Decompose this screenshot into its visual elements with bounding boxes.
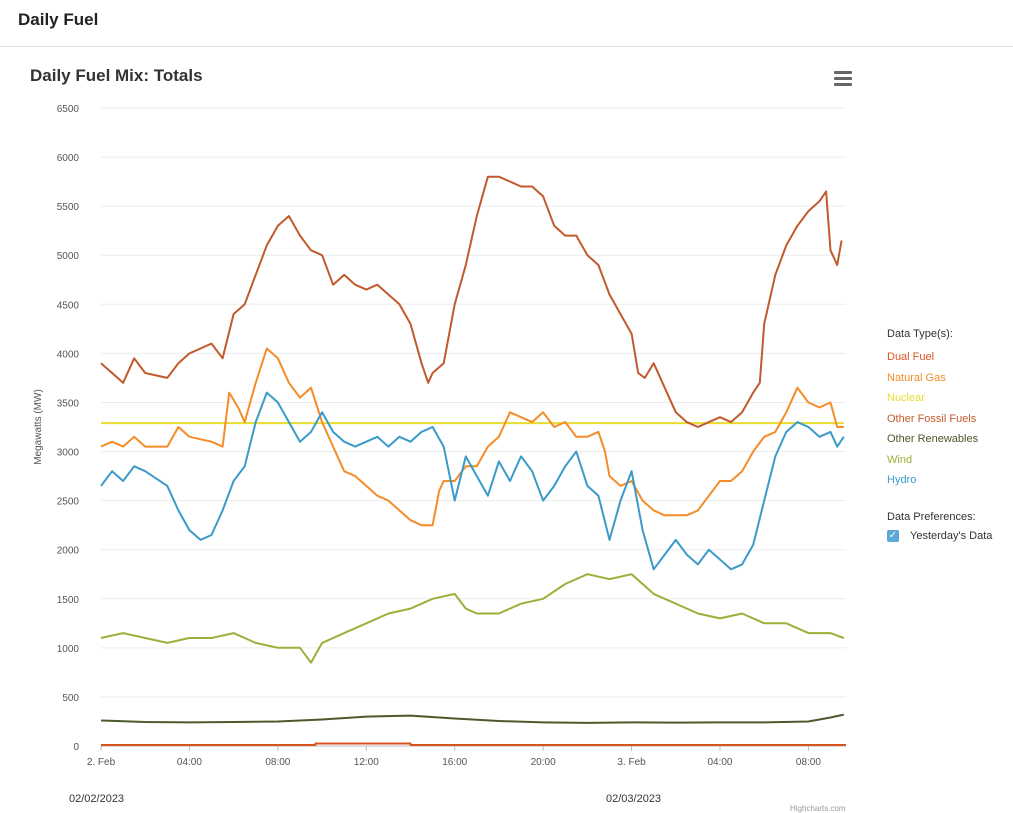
y-axis-title: Megawatts (MW)	[33, 389, 44, 465]
page-header: Daily Fuel	[0, 0, 1013, 47]
legend-item-dual-fuel[interactable]: Dual Fuel	[887, 351, 935, 363]
x-tick-label: 12:00	[354, 757, 379, 768]
x-tick-label: 16:00	[442, 757, 467, 768]
y-tick-label: 4000	[57, 349, 80, 360]
series-line-natural-gas	[100, 347, 844, 527]
yesterday-data-checkbox[interactable]: ✓ Yesterday's Data	[887, 530, 992, 542]
y-tick-label: 4500	[57, 300, 80, 311]
x-tick-label: 3. Feb	[617, 757, 646, 768]
y-tick-label: 3500	[57, 398, 80, 409]
y-tick-label: 0	[73, 742, 79, 753]
y-tick-label: 2000	[57, 546, 80, 557]
x-tick-label: 20:00	[531, 757, 556, 768]
y-tick-label: 1000	[57, 644, 80, 655]
y-tick-label: 6500	[57, 104, 80, 115]
x-tick-label: 08:00	[796, 757, 821, 768]
legend-item-nuclear[interactable]: Nuclear	[887, 392, 925, 404]
yesterday-data-label: Yesterday's Data	[910, 530, 993, 542]
series-line-dual-fuel	[101, 742, 846, 746]
x-tick-label: 08:00	[265, 757, 290, 768]
checkmark-icon[interactable]: ✓	[887, 530, 899, 542]
y-tick-label: 500	[62, 693, 79, 704]
series-line-hydro	[100, 391, 845, 571]
legend: Data Type(s): Dual Fuel Natural Gas Nucl…	[887, 328, 978, 491]
preferences-title: Data Preferences:	[887, 511, 976, 523]
legend-item-wind[interactable]: Wind	[887, 453, 913, 466]
chart-title: Daily Fuel Mix: Totals	[30, 66, 203, 85]
y-tick-label: 6000	[57, 153, 80, 164]
legend-title: Data Type(s):	[887, 328, 953, 340]
start-date-label: 02/02/2023	[69, 793, 125, 805]
credits-link[interactable]: Highcharts.com	[790, 804, 846, 813]
y-tick-label: 3000	[57, 448, 80, 459]
page-title: Daily Fuel	[18, 10, 99, 29]
x-tick-label: 04:00	[707, 757, 732, 768]
y-tick-label: 1500	[57, 595, 80, 606]
legend-item-other-renewables[interactable]: Other Renewables	[887, 433, 979, 445]
y-tick-label: 5500	[57, 202, 80, 213]
x-tick-label: 2. Feb	[87, 757, 116, 768]
series-line-other-renewables	[100, 713, 845, 724]
legend-item-other-fossil-fuels[interactable]: Other Fossil Fuels	[887, 412, 977, 425]
series-line-wind	[100, 573, 845, 664]
hamburger-menu-icon[interactable]	[834, 71, 852, 87]
series-line-other-fossil-fuels	[100, 175, 843, 428]
y-tick-label: 2500	[57, 497, 80, 508]
x-tick-label: 04:00	[177, 757, 202, 768]
legend-item-hydro[interactable]: Hydro	[887, 474, 917, 486]
end-date-label: 02/03/2023	[606, 793, 662, 805]
y-tick-label: 5000	[57, 251, 80, 262]
legend-item-natural-gas[interactable]: Natural Gas	[887, 371, 946, 384]
